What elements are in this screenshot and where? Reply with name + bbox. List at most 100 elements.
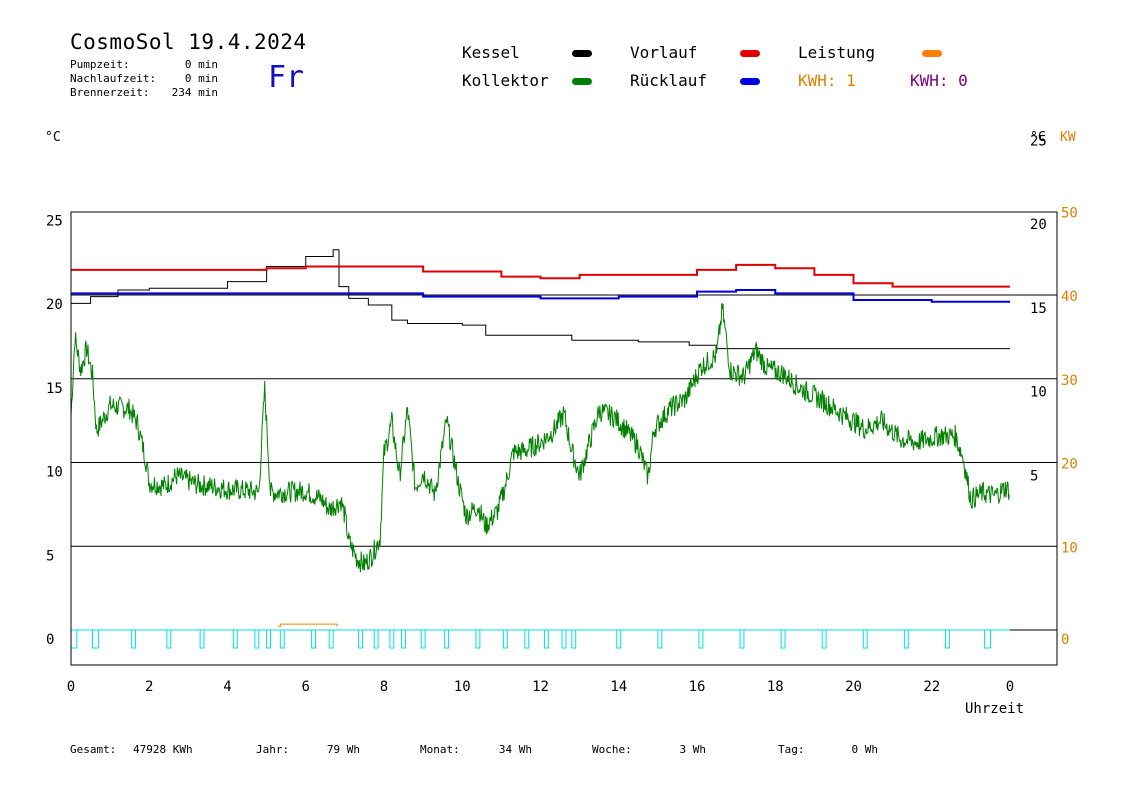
legend-ruecklauf-label: Rücklauf bbox=[630, 71, 708, 90]
y-left-tick-label: 10 bbox=[46, 465, 63, 481]
pump-pulse bbox=[131, 630, 137, 649]
y-left-unit: °C bbox=[45, 130, 61, 145]
chart-title: CosmoSol 19.4.2024 bbox=[70, 30, 307, 54]
legend-vorlauf-swatch bbox=[740, 50, 760, 57]
y-right2-tick-label: 10 bbox=[1061, 540, 1078, 556]
x-tick-label: 8 bbox=[380, 679, 388, 695]
y-right-unit: °C bbox=[1030, 130, 1046, 145]
pump-pulse bbox=[984, 630, 991, 649]
footer-monat-label: Monat: bbox=[420, 743, 460, 756]
pump-pulse bbox=[311, 630, 317, 649]
stat-label-nachlaufzeit: Nachlaufzeit: bbox=[70, 72, 157, 85]
pump-pulse bbox=[944, 630, 950, 649]
series-kessel bbox=[71, 249, 1010, 350]
y-right-tick-label: 15 bbox=[1030, 301, 1047, 317]
pump-pulse bbox=[502, 630, 508, 649]
pump-pulse bbox=[616, 630, 622, 649]
pump-pulse bbox=[780, 630, 786, 649]
pump-pulse bbox=[561, 630, 567, 649]
series-kollektor bbox=[70, 303, 1010, 573]
pump-pulse bbox=[401, 630, 407, 649]
stat-value-nachlaufzeit: 0 min bbox=[184, 72, 218, 85]
footer-jahr-value: 79 Wh bbox=[326, 743, 360, 756]
plot-frame bbox=[70, 211, 1058, 666]
y-right2-tick-label: 30 bbox=[1061, 373, 1078, 389]
pump-pulse bbox=[358, 630, 363, 649]
pump-pulse bbox=[444, 630, 450, 649]
pump-pulse bbox=[543, 630, 549, 649]
footer-gesamt-label: Gesamt: bbox=[70, 743, 117, 756]
footer-woche-label: Woche: bbox=[592, 743, 632, 756]
pump-pulse bbox=[389, 630, 395, 649]
x-tick-label: 0 bbox=[1006, 679, 1014, 695]
legend-vorlauf-label: Vorlauf bbox=[630, 43, 698, 62]
legend-leistung-swatch bbox=[922, 50, 942, 57]
pump-pulse bbox=[524, 630, 530, 649]
x-tick-label: 16 bbox=[689, 679, 706, 695]
y-right2-unit: KW bbox=[1060, 130, 1076, 145]
y-right-tick-label: 20 bbox=[1030, 217, 1047, 233]
y-right2-tick-label: 40 bbox=[1061, 289, 1078, 305]
stat-value-brennerzeit: 234 min bbox=[171, 86, 218, 99]
pump-pulse bbox=[373, 630, 379, 649]
legend-kollektor-swatch bbox=[572, 78, 592, 85]
series-vorlauf bbox=[71, 263, 1010, 288]
x-tick-label: 2 bbox=[145, 679, 153, 695]
legend-kwh2: KWH: 0 bbox=[910, 71, 968, 90]
pump-pulse bbox=[657, 630, 663, 649]
stat-label-pumpzeit: Pumpzeit: bbox=[70, 58, 130, 71]
pump-pulse bbox=[475, 630, 481, 649]
legend-kessel-label: Kessel bbox=[462, 43, 520, 62]
legend-kessel-swatch bbox=[572, 50, 592, 57]
x-tick-label: 12 bbox=[532, 679, 549, 695]
pump-pulse bbox=[698, 630, 704, 649]
y-right2-tick-label: 0 bbox=[1061, 632, 1069, 648]
y-right-tick-label: 10 bbox=[1030, 385, 1047, 401]
y-right2-tick-label: 50 bbox=[1061, 205, 1078, 221]
pump-pulse bbox=[328, 630, 334, 649]
x-tick-label: 22 bbox=[923, 679, 940, 695]
x-tick-label: 0 bbox=[67, 679, 75, 695]
pump-pulse bbox=[862, 630, 868, 649]
stat-label-brennerzeit: Brennerzeit: bbox=[70, 86, 150, 99]
stat-value-pumpzeit: 0 min bbox=[184, 58, 218, 71]
x-tick-label: 18 bbox=[767, 679, 784, 695]
y-right-tick-label: 25 bbox=[1030, 133, 1047, 149]
legend-kollektor-label: Kollektor bbox=[462, 71, 549, 90]
grid-lines bbox=[71, 294, 1057, 631]
footer-woche-value: 3 Wh bbox=[679, 743, 707, 756]
pump-pulse bbox=[254, 630, 260, 649]
pump-pulse bbox=[266, 630, 272, 649]
y-left-tick-label: 20 bbox=[46, 297, 63, 313]
x-tick-label: 10 bbox=[454, 679, 471, 695]
pump-pulse bbox=[420, 630, 426, 649]
y-left-tick-label: 5 bbox=[46, 548, 54, 564]
series-ruecklauf bbox=[71, 288, 1010, 303]
x-tick-label: 14 bbox=[610, 679, 627, 695]
weekday-label: Fr bbox=[268, 60, 305, 95]
footer-tag-value: 0 Wh bbox=[851, 743, 879, 756]
footer-monat-value: 34 Wh bbox=[498, 743, 532, 756]
pump-pulse bbox=[903, 630, 909, 649]
legend-ruecklauf-swatch bbox=[740, 78, 760, 85]
footer-jahr-label: Jahr: bbox=[256, 743, 290, 756]
pump-pulse bbox=[232, 630, 238, 649]
pump-pulse bbox=[739, 630, 745, 649]
legend-kwh1: KWH: 1 bbox=[798, 71, 856, 90]
pump-pulse bbox=[279, 630, 285, 649]
x-axis-label: Uhrzeit bbox=[965, 701, 1025, 717]
legend-leistung-label: Leistung bbox=[798, 43, 876, 62]
footer-tag-label: Tag: bbox=[778, 743, 805, 756]
footer-gesamt-value: 47928 KWh bbox=[133, 743, 193, 756]
y-left-tick-label: 15 bbox=[46, 381, 63, 397]
y-left-tick-label: 25 bbox=[46, 213, 63, 229]
axes-layer: 0 5 10 15 20 25 5 10 15 20 25 0 10 20 30 40 50 0 2 4 6 8 10 12 1… bbox=[46, 133, 1078, 695]
pump-pulse bbox=[199, 630, 205, 649]
pump-pulse bbox=[821, 630, 827, 649]
y-left-tick-label: 0 bbox=[46, 632, 54, 648]
x-tick-label: 20 bbox=[845, 679, 862, 695]
series-layer bbox=[70, 249, 1010, 649]
pump-pulse bbox=[70, 630, 78, 649]
pump-pulse bbox=[92, 630, 99, 649]
series-leistung bbox=[278, 623, 338, 628]
